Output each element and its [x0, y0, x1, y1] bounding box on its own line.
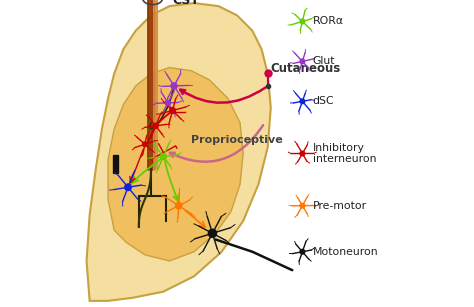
- Circle shape: [165, 100, 171, 105]
- Text: CST: CST: [173, 0, 200, 6]
- Circle shape: [209, 229, 217, 237]
- Bar: [113, 155, 118, 173]
- FancyArrowPatch shape: [180, 87, 265, 103]
- Text: Pre-motor: Pre-motor: [313, 201, 367, 211]
- Circle shape: [300, 19, 305, 24]
- Polygon shape: [87, 3, 271, 301]
- Circle shape: [175, 202, 182, 209]
- Text: Glut: Glut: [313, 56, 335, 66]
- Circle shape: [300, 249, 305, 254]
- Circle shape: [300, 203, 305, 208]
- Circle shape: [300, 151, 305, 156]
- Text: Inhibitory
interneuron: Inhibitory interneuron: [313, 143, 376, 164]
- Circle shape: [170, 107, 175, 113]
- Text: Proprioceptive: Proprioceptive: [191, 135, 283, 145]
- Polygon shape: [108, 68, 243, 261]
- Text: RORα: RORα: [313, 17, 344, 26]
- Circle shape: [171, 83, 177, 89]
- Circle shape: [153, 123, 158, 128]
- Text: Cutaneous: Cutaneous: [271, 62, 341, 75]
- Circle shape: [300, 99, 305, 104]
- Circle shape: [160, 154, 166, 160]
- Circle shape: [300, 59, 305, 64]
- Circle shape: [125, 184, 131, 191]
- Circle shape: [143, 142, 147, 147]
- Text: Motoneuron: Motoneuron: [313, 247, 378, 257]
- Text: dSC: dSC: [313, 96, 335, 106]
- FancyArrowPatch shape: [170, 125, 263, 162]
